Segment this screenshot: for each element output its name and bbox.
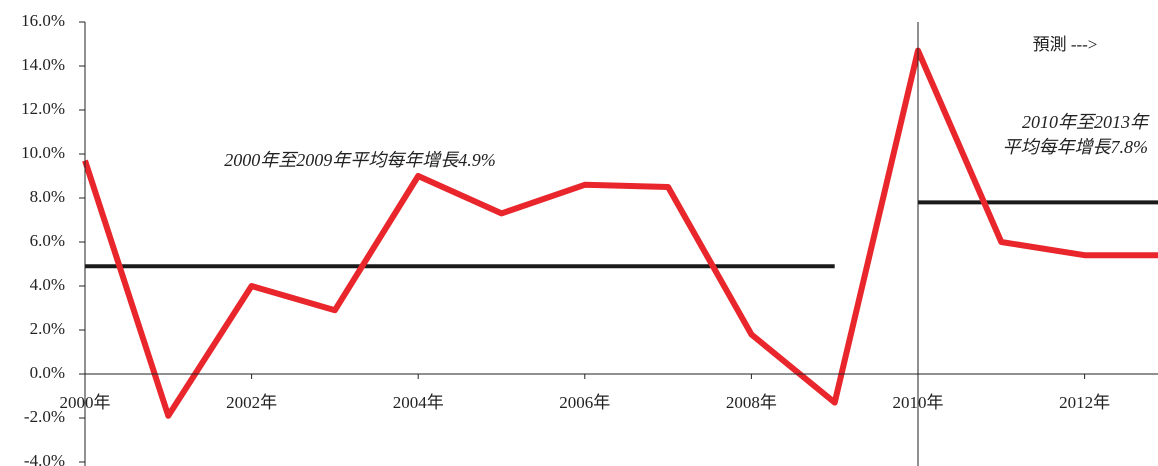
y-tick-label: 16.0% <box>21 11 65 30</box>
data-line <box>82 47 1158 419</box>
y-tick-label: 12.0% <box>21 99 65 118</box>
y-tick-label: 4.0% <box>30 275 65 294</box>
annotation: 2000年至2009年平均每年增長4.9% <box>224 150 496 170</box>
y-tick-label: 0.0% <box>30 363 65 382</box>
x-tick-label: 2006年 <box>559 393 610 412</box>
annotation: 預測 ---> <box>1033 35 1098 54</box>
x-tick-label: 2008年 <box>726 393 777 412</box>
x-tick-label: 2012年 <box>1059 393 1110 412</box>
x-tick-label: 2000年 <box>60 393 111 412</box>
y-tick-label: 10.0% <box>21 143 65 162</box>
y-tick-label: -4.0% <box>24 451 65 466</box>
y-tick-label: 6.0% <box>30 231 65 250</box>
x-tick-label: 2002年 <box>226 393 277 412</box>
plot-area <box>82 47 1158 419</box>
y-tick-label: 14.0% <box>21 55 65 74</box>
x-tick-label: 2004年 <box>393 393 444 412</box>
y-tick-label: -2.0% <box>24 407 65 426</box>
y-tick-label: 8.0% <box>30 187 65 206</box>
annotation: 平均每年增長7.8% <box>1003 137 1149 157</box>
annotation: 2010年至2013年 <box>1022 112 1150 132</box>
y-tick-label: 2.0% <box>30 319 65 338</box>
